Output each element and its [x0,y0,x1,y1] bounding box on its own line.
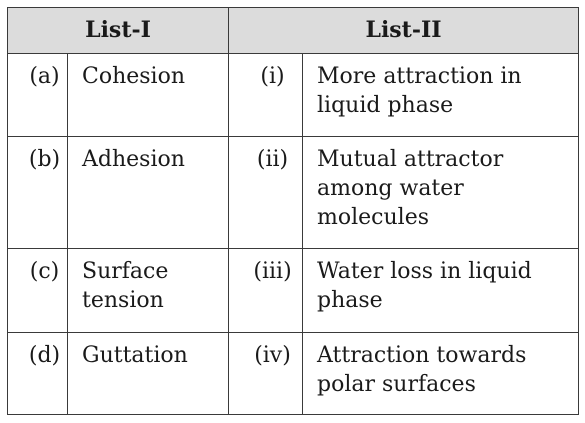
list-2-code: (iv) [228,332,304,415]
list-2-code: (i) [228,53,304,137]
header-row: List-I List-II [6,7,580,54]
list-1-term: Surface tension [66,248,230,334]
list-1-code: (c) [7,248,68,334]
list-1-code: (b) [7,135,68,250]
table-row: (b) Adhesion (ii) Mutual attractor among… [7,135,580,250]
table-row: (a) Cohesion (i) More attraction in liqu… [7,53,580,137]
header-list-1: List-I [6,7,230,54]
header-list-2: List-II [228,7,580,54]
list-1-term: Adhesion [66,135,230,250]
list-1-term: Cohesion [66,53,230,137]
list-2-description: More attraction in liquid phase [302,53,580,137]
list-2-code: (ii) [228,135,304,250]
list-2-description: Attraction towards polar surfaces [302,332,580,415]
list-1-code: (a) [7,53,68,137]
match-table: List-I List-II (a) Cohesion (i) More att… [6,7,580,415]
list-1-code: (d) [7,332,68,415]
list-2-description: Mutual attractor among water molecules [302,135,580,250]
list-2-description: Water loss in liquid phase [302,248,580,334]
list-1-term: Guttation [66,332,230,415]
list-2-code: (iii) [228,248,304,334]
table-row: (c) Surface tension (iii) Water loss in … [7,248,580,334]
table-row: (d) Guttation (iv) Attraction towards po… [7,332,580,415]
